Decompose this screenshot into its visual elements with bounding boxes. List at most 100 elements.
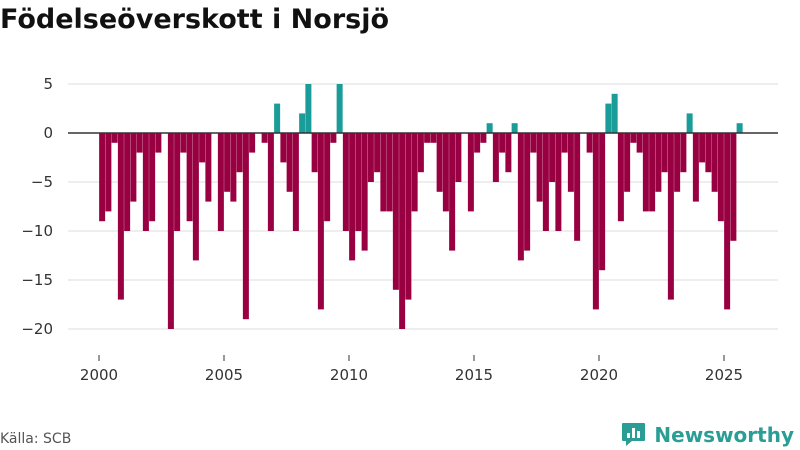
bar: [192, 133, 199, 261]
y-tick-label: −15: [21, 271, 53, 289]
bar: [411, 133, 418, 212]
bar: [536, 133, 543, 202]
bar: [467, 133, 474, 212]
bar: [236, 133, 243, 173]
y-tick-label: 0: [43, 124, 53, 142]
bar: [436, 133, 443, 192]
bar: [711, 133, 718, 192]
bar: [355, 133, 362, 231]
bar: [342, 133, 349, 231]
bar: [292, 133, 299, 231]
bar: [392, 133, 399, 290]
bar: [736, 123, 743, 133]
bar: [305, 84, 312, 133]
bar: [455, 133, 462, 182]
bar: [661, 133, 668, 173]
y-tick-label: −10: [21, 222, 53, 240]
bar: [730, 133, 737, 241]
bar: [349, 133, 356, 261]
bar: [405, 133, 412, 300]
bar: [399, 133, 406, 329]
bar: [336, 84, 343, 133]
bar: [324, 133, 331, 222]
bar: [505, 133, 512, 173]
bar: [686, 113, 693, 133]
bar: [424, 133, 431, 143]
bar: [317, 133, 324, 310]
y-tick-label: 5: [43, 75, 53, 93]
bar: [99, 133, 106, 222]
brand-logo: Newsworthy: [620, 421, 794, 448]
bar: [249, 133, 256, 153]
bar: [430, 133, 437, 143]
bar: [155, 133, 162, 153]
bar: [530, 133, 537, 153]
bar: [274, 103, 281, 133]
source-note: Källa: SCB: [0, 431, 72, 447]
bar: [217, 133, 224, 231]
bar: [442, 133, 449, 212]
bar: [299, 113, 306, 133]
x-tick-label: 2025: [705, 366, 743, 384]
bar: [311, 133, 318, 173]
bar: [242, 133, 249, 320]
bar: [117, 133, 124, 300]
bar: [380, 133, 387, 212]
bar: [105, 133, 112, 212]
x-tick-label: 2020: [580, 366, 618, 384]
bar: [605, 103, 612, 133]
bar: [386, 133, 393, 212]
bar: [330, 133, 337, 143]
bar: [599, 133, 606, 271]
bar: [492, 133, 499, 182]
x-tick-label: 2005: [205, 366, 243, 384]
bar: [136, 133, 143, 153]
bar: [642, 133, 649, 212]
bar: [199, 133, 206, 163]
x-tick-label: 2000: [80, 366, 118, 384]
bar: [630, 133, 637, 143]
bar: [542, 133, 549, 231]
brand-name: Newsworthy: [654, 422, 794, 447]
bar: [586, 133, 593, 153]
bar: [130, 133, 137, 202]
bar: [374, 133, 381, 173]
bar: [680, 133, 687, 173]
bar: [286, 133, 293, 192]
bar: [655, 133, 662, 192]
bar: [511, 123, 518, 133]
bar: [561, 133, 568, 153]
bar: [230, 133, 237, 202]
bar: [480, 133, 487, 143]
bar: [549, 133, 556, 182]
bar: [149, 133, 156, 222]
bar: [667, 133, 674, 300]
bar: [186, 133, 193, 222]
bars: [99, 84, 743, 329]
chart-title: Födelseöverskott i Norsjö: [0, 4, 390, 35]
bar: [486, 123, 493, 133]
bar: [555, 133, 562, 231]
bar: [617, 133, 624, 222]
bar: [417, 133, 424, 173]
bar: [724, 133, 731, 310]
bar: [111, 133, 118, 143]
bar: [205, 133, 212, 202]
bar: [449, 133, 456, 251]
bar: [699, 133, 706, 163]
bar: [174, 133, 181, 231]
newsworthy-chart-bubble-icon: [622, 423, 646, 446]
tick-labels: 5 0 −5 −10 −15 −20 2000 2005 2010 2015 2020 2025: [21, 75, 743, 384]
bar: [361, 133, 368, 251]
bar: [499, 133, 506, 153]
bar: [367, 133, 374, 182]
bar: [167, 133, 174, 329]
bar: [592, 133, 599, 310]
bar: [224, 133, 231, 192]
bar: [674, 133, 681, 192]
bar: [180, 133, 187, 153]
bar: [705, 133, 712, 173]
bar: [517, 133, 524, 261]
bar: [261, 133, 268, 143]
